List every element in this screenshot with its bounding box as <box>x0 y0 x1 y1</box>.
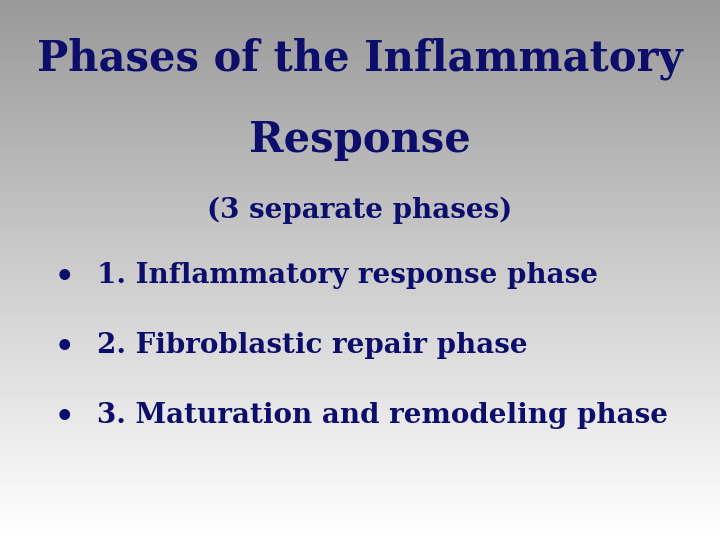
Text: •: • <box>55 332 75 363</box>
Text: (3 separate phases): (3 separate phases) <box>207 197 513 225</box>
Text: 2. Fibroblastic repair phase: 2. Fibroblastic repair phase <box>97 332 528 359</box>
Text: 3. Maturation and remodeling phase: 3. Maturation and remodeling phase <box>97 402 668 429</box>
Text: 1. Inflammatory response phase: 1. Inflammatory response phase <box>97 262 598 289</box>
Text: •: • <box>55 262 75 293</box>
Text: Response: Response <box>249 119 471 161</box>
Text: Phases of the Inflammatory: Phases of the Inflammatory <box>37 38 683 80</box>
Text: •: • <box>55 402 75 433</box>
